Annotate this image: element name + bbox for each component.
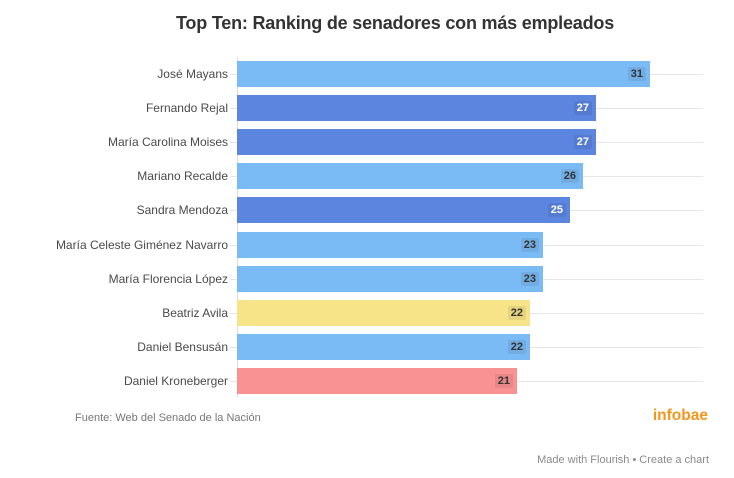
y-axis-line xyxy=(237,57,238,397)
credit-separator: • xyxy=(632,454,637,466)
category-label: Mariano Recalde xyxy=(137,169,228,183)
category-label: María Celeste Giménez Navarro xyxy=(55,238,228,252)
bar: 27 xyxy=(237,129,596,155)
bar: 26 xyxy=(237,163,583,189)
category-label: María Florencia López xyxy=(108,272,228,286)
bar: 25 xyxy=(237,197,570,223)
bar: 22 xyxy=(237,300,530,326)
category-label: María Carolina Moises xyxy=(107,135,228,149)
value-label: 23 xyxy=(520,238,539,252)
category-label: Beatriz Avila xyxy=(162,306,228,320)
category-label: Daniel Bensusán xyxy=(137,340,228,354)
category-label: José Mayans xyxy=(157,67,228,81)
bar: 21 xyxy=(237,368,517,394)
made-with-flourish-link[interactable]: Made with Flourish xyxy=(537,454,630,466)
value-label: 21 xyxy=(494,374,513,388)
value-label: 27 xyxy=(573,101,592,115)
bar: 23 xyxy=(237,266,543,292)
value-label: 23 xyxy=(520,272,539,286)
category-label: Fernando Rejal xyxy=(145,101,228,115)
bar: 22 xyxy=(237,334,530,360)
value-label: 22 xyxy=(507,306,526,320)
bar: 27 xyxy=(237,95,596,121)
category-label: Daniel Kroneberger xyxy=(123,374,228,388)
value-label: 27 xyxy=(573,135,592,149)
bar: 31 xyxy=(237,61,650,87)
create-a-chart-link[interactable]: Create a chart xyxy=(639,454,709,466)
value-label: 31 xyxy=(627,67,646,81)
flourish-credit: Made with Flourish • Create a chart xyxy=(537,454,709,466)
infobae-logo[interactable]: infobae xyxy=(652,407,708,424)
chart-title: Top Ten: Ranking de senadores con más em… xyxy=(175,13,615,33)
value-label: 26 xyxy=(560,169,579,183)
value-label: 22 xyxy=(507,340,526,354)
source-note: Fuente: Web del Senado de la Nación xyxy=(75,412,261,424)
bar: 23 xyxy=(237,232,543,258)
value-label: 25 xyxy=(547,203,566,217)
category-label: Sandra Mendoza xyxy=(136,203,228,217)
